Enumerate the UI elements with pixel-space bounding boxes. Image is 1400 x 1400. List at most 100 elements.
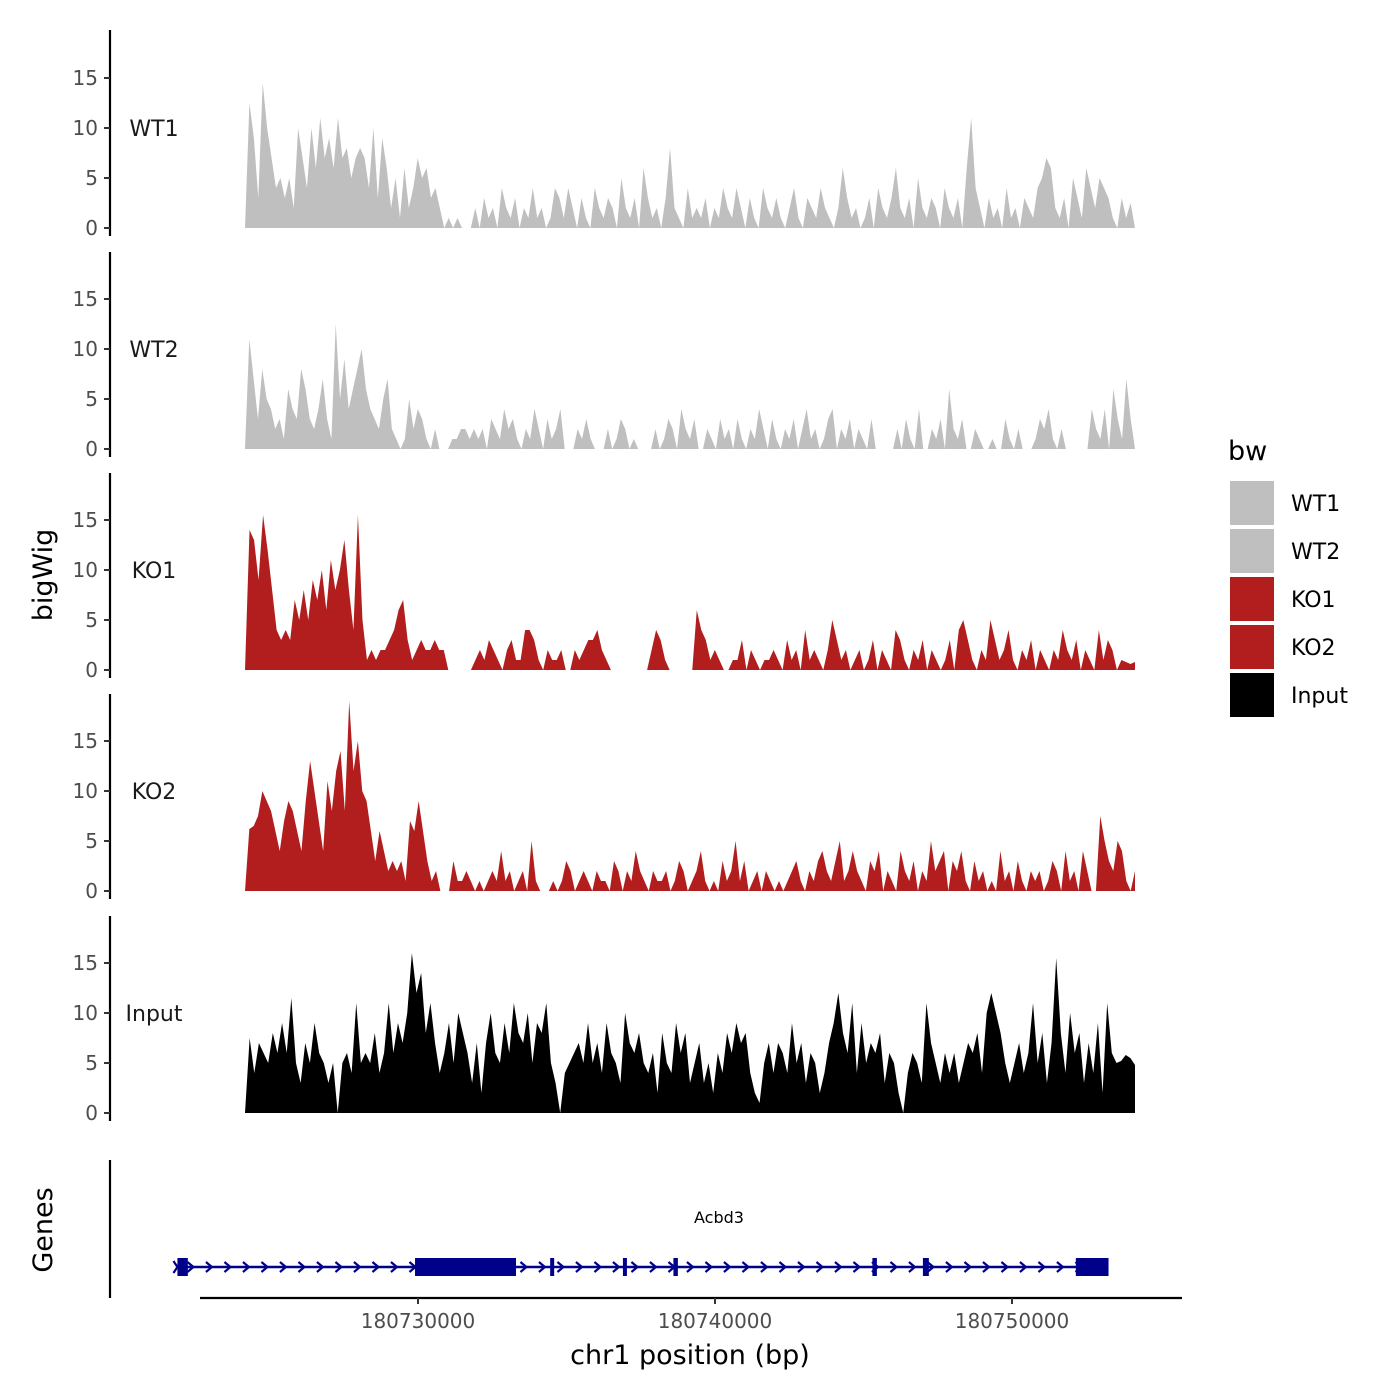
strand-arrow (982, 1261, 991, 1273)
track-label-wt1: WT1 (129, 117, 178, 142)
y-tick-label: 15 (73, 729, 98, 753)
strand-arrow (926, 1261, 936, 1273)
x-tick-label: 180730000 (361, 1309, 476, 1333)
legend-swatch-wt2 (1228, 527, 1276, 575)
y-tick-label: 0 (85, 879, 98, 903)
gene-exon (922, 1258, 929, 1276)
legend-label-input: Input (1291, 684, 1348, 709)
y-tick-label: 5 (85, 387, 98, 411)
legend-label-wt1: WT1 (1291, 492, 1340, 517)
strand-arrow (760, 1261, 769, 1273)
strand-arrow (778, 1261, 788, 1273)
legend-swatch-wt1 (1228, 479, 1276, 527)
gene-exon (415, 1258, 517, 1276)
strand-arrow (316, 1261, 325, 1273)
x-tick-label: 180750000 (955, 1309, 1070, 1333)
strand-arrow (390, 1261, 399, 1273)
legend-swatch-ko2 (1228, 623, 1276, 671)
y-tick-label: 15 (73, 66, 98, 90)
strand-arrow (889, 1261, 899, 1273)
strand-arrow (612, 1261, 621, 1273)
y-tick-label: 10 (73, 779, 98, 803)
strand-arrow (186, 1261, 196, 1273)
y-tick-label: 10 (73, 116, 98, 140)
strand-arrow (205, 1261, 214, 1273)
track-label-input: Input (126, 1002, 183, 1027)
strand-arrow (945, 1261, 954, 1273)
legend-swatch-input (1228, 671, 1276, 719)
legend-label-ko1: KO1 (1291, 588, 1336, 613)
strand-arrow (1037, 1261, 1047, 1273)
x-axis-title: chr1 position (bp) (570, 1340, 810, 1371)
y-tick-label: 5 (85, 829, 98, 853)
strand-arrow (538, 1261, 547, 1273)
y-tick-label: 10 (73, 1001, 98, 1025)
y-tick-label: 5 (85, 608, 98, 632)
strand-arrow (815, 1261, 825, 1273)
strand-arrow (1000, 1261, 1010, 1273)
track-input: 0 5 10 15 Input (73, 916, 1135, 1125)
track-wt2: 0 5 10 15 WT2 (73, 252, 1135, 461)
y-tick-label: 0 (85, 658, 98, 682)
y-tick-label: 15 (73, 951, 98, 975)
strand-arrow (260, 1261, 270, 1273)
strand-arrow (686, 1261, 695, 1273)
gene-exon (673, 1258, 678, 1276)
track-ko2: 0 5 10 15 KO2 (73, 694, 1135, 903)
coverage-area-ko2 (245, 701, 1135, 891)
gene-name-label: Acbd3 (694, 1208, 744, 1227)
strand-arrow (908, 1261, 917, 1273)
strand-arrow (741, 1261, 751, 1273)
legend-title: bw (1228, 436, 1267, 467)
strand-arrow (704, 1261, 714, 1273)
track-wt1: 0 5 10 15 WT1 (73, 30, 1135, 240)
genes-axis-title: Genes (28, 1187, 59, 1272)
strand-arrow (630, 1261, 640, 1273)
strand-arrow (279, 1261, 288, 1273)
strand-arrow (1019, 1261, 1028, 1273)
y-tick-label: 0 (85, 1101, 98, 1125)
y-tick-label: 0 (85, 437, 98, 461)
gene-exon (177, 1258, 188, 1276)
y-tick-label: 15 (73, 508, 98, 532)
strand-arrow (797, 1261, 806, 1273)
y-tick-label: 10 (73, 337, 98, 361)
gene-exon (622, 1258, 627, 1276)
track-label-ko1: KO1 (132, 559, 177, 584)
strand-arrow (649, 1261, 658, 1273)
coverage-area-wt1 (245, 83, 1135, 228)
y-tick-label: 5 (85, 166, 98, 190)
strand-arrow (593, 1261, 603, 1273)
strand-arrow (223, 1261, 233, 1273)
track-label-wt2: WT2 (129, 338, 178, 363)
track-label-ko2: KO2 (132, 780, 177, 805)
legend-label-ko2: KO2 (1291, 636, 1336, 661)
strand-arrow (297, 1261, 307, 1273)
y-tick-label: 5 (85, 1051, 98, 1075)
track-ko1: 0 5 10 15 KO1 (73, 473, 1135, 682)
strand-arrow (1056, 1261, 1065, 1273)
strand-arrow (834, 1261, 843, 1273)
strand-arrow (334, 1261, 344, 1273)
strand-arrow (519, 1261, 529, 1273)
legend-label-wt2: WT2 (1291, 540, 1340, 565)
y-axis-title: bigWig (28, 529, 59, 622)
gene-exon (872, 1258, 877, 1276)
gene-track: Acbd3 (108, 1160, 1109, 1298)
coverage-area-ko1 (245, 515, 1135, 670)
y-tick-label: 0 (85, 216, 98, 240)
strand-arrow (723, 1261, 732, 1273)
strand-arrow (963, 1261, 973, 1273)
coverage-area-wt2 (245, 324, 1135, 449)
strand-arrow (242, 1261, 251, 1273)
strand-arrow (556, 1261, 566, 1273)
strand-arrow (353, 1261, 362, 1273)
coverage-tracks: 0 5 10 15 WT1 0 5 10 15 WT2 0 5 10 15 KO1 0 5 10 15 KO2 0 5 10… (73, 30, 1135, 1125)
strand-arrow (371, 1261, 381, 1273)
legend: bw WT1 WT2 KO1 KO2 Input (1228, 436, 1348, 719)
x-tick-label: 180740000 (658, 1309, 773, 1333)
legend-swatch-ko1 (1228, 575, 1276, 623)
gene-exon (1075, 1258, 1109, 1276)
strand-arrow (575, 1261, 584, 1273)
